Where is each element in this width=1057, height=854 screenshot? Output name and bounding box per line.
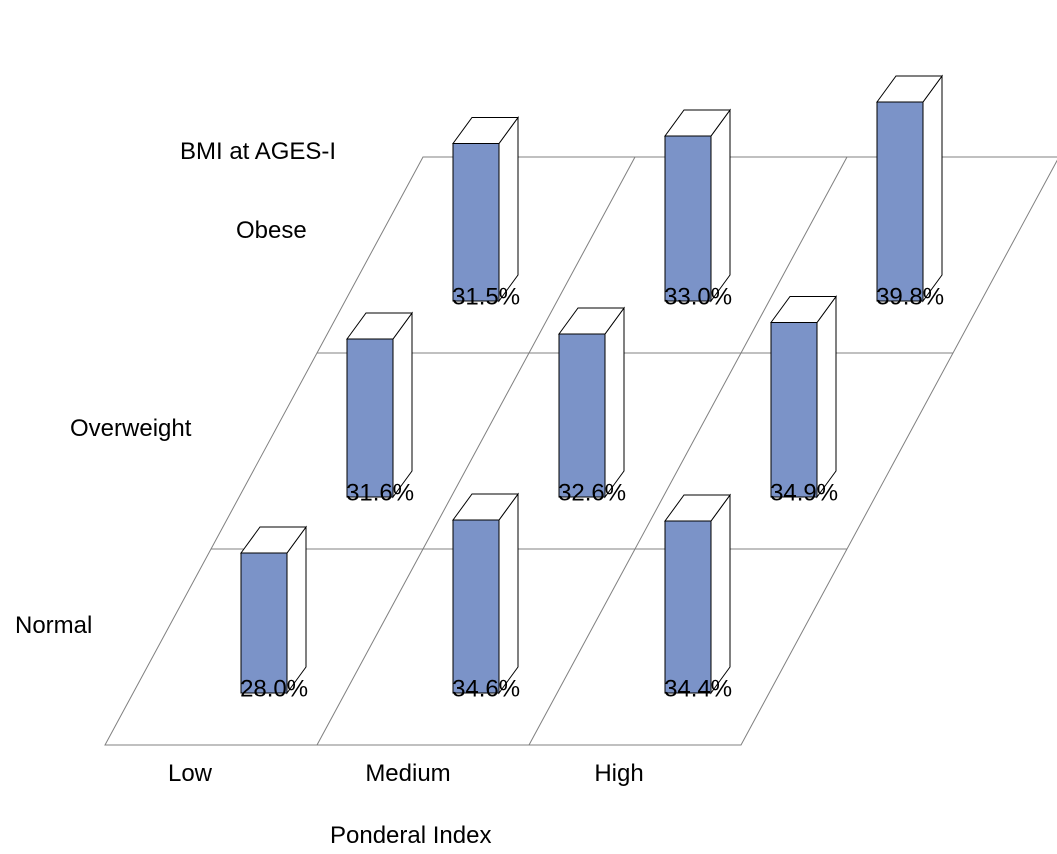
bar — [346, 311, 413, 499]
chart-bars — [240, 74, 943, 695]
x-axis-title: Ponderal Index — [330, 822, 491, 849]
bar-front — [452, 143, 500, 302]
bar-side — [604, 306, 625, 499]
bar-front — [558, 333, 606, 498]
data-label: 28.0% — [240, 675, 308, 702]
data-label: 31.6% — [346, 479, 414, 506]
bar-side — [816, 294, 837, 499]
bar — [876, 74, 943, 303]
data-label: 34.9% — [770, 479, 838, 506]
bar-front — [770, 322, 818, 498]
data-label: 31.5% — [452, 283, 520, 310]
data-label: 33.0% — [664, 283, 732, 310]
bar — [664, 493, 731, 695]
grid-line-col — [316, 156, 636, 746]
data-label: 32.6% — [558, 479, 626, 506]
bar-side — [710, 493, 731, 695]
bar — [240, 525, 307, 695]
data-label: 34.6% — [452, 675, 520, 702]
bar-side — [710, 108, 731, 303]
chart-data-labels: 31.5% 33.0% 39.8% 31.6% 32.6% 34.9% 28.0% 34.6%… — [240, 283, 944, 702]
bar-front — [346, 338, 394, 498]
y-tick-label: Overweight — [70, 415, 192, 442]
bar-front — [240, 552, 288, 694]
bar-side — [286, 525, 307, 695]
y-tick-labels: Normal Overweight Obese — [15, 217, 307, 639]
y-tick-label: Obese — [236, 217, 307, 244]
bar-front — [664, 135, 712, 302]
data-label: 34.4% — [664, 675, 732, 702]
bar — [770, 294, 837, 499]
y-tick-label: Normal — [15, 612, 92, 639]
x-tick-label: Medium — [365, 760, 450, 787]
bar-side — [498, 115, 519, 303]
bar — [558, 306, 625, 499]
bar-side — [498, 492, 519, 695]
bar — [452, 492, 519, 695]
x-tick-label: High — [594, 760, 643, 787]
data-label: 39.8% — [876, 283, 944, 310]
x-tick-labels: Low Medium High — [168, 760, 644, 787]
bar — [452, 115, 519, 303]
bar — [664, 108, 731, 303]
x-tick-label: Low — [168, 760, 213, 787]
bar-front — [876, 101, 924, 302]
bar-front — [664, 520, 712, 694]
y-axis-title: BMI at AGES-I — [180, 138, 336, 165]
bar-side — [392, 311, 413, 499]
bar-front — [452, 519, 500, 694]
bar-side — [922, 74, 943, 303]
grid-line-col — [528, 156, 848, 746]
